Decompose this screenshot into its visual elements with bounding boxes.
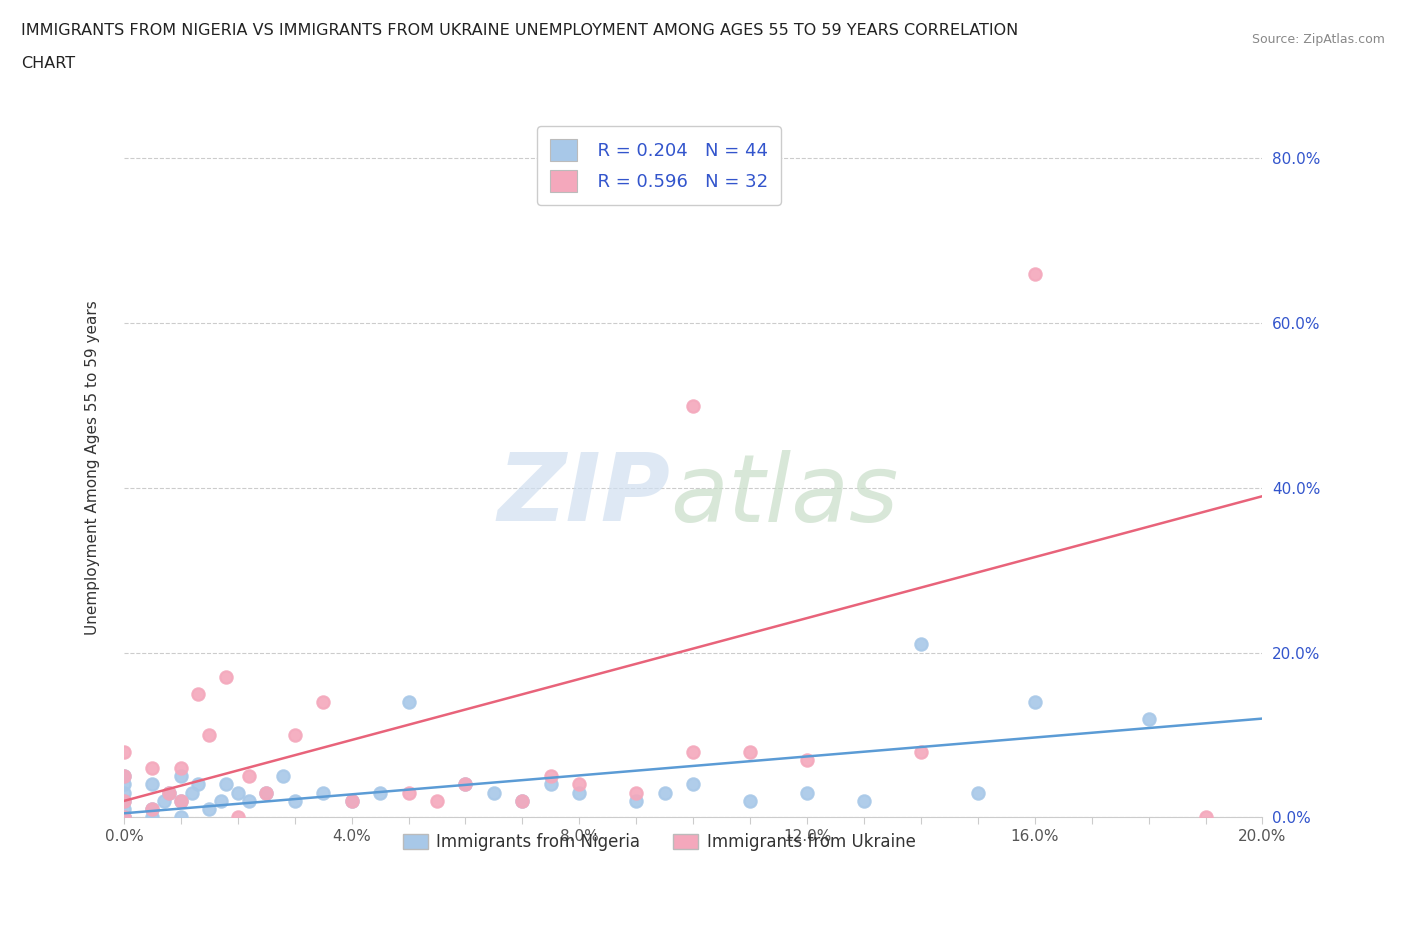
Point [398,785,420,800]
Point [568,785,591,800]
Point [284,793,307,808]
Point [226,810,249,825]
Point [112,810,135,825]
Point [796,785,818,800]
Point [254,785,277,800]
Point [226,785,249,800]
Point [454,777,477,792]
Point [112,769,135,784]
Point [568,777,591,792]
Point [112,793,135,808]
Point [312,785,335,800]
Text: Source: ZipAtlas.com: Source: ZipAtlas.com [1251,33,1385,46]
Point [540,769,562,784]
Point [141,761,163,776]
Point [1137,711,1160,726]
Point [910,637,932,652]
Point [682,398,704,413]
Point [626,793,648,808]
Point [170,793,193,808]
Point [112,802,135,817]
Point [852,793,875,808]
Point [1024,266,1046,281]
Point [482,785,505,800]
Point [796,752,818,767]
Point [215,777,238,792]
Point [181,785,204,800]
Point [112,810,135,825]
Point [238,793,260,808]
Legend: Immigrants from Nigeria, Immigrants from Ukraine: Immigrants from Nigeria, Immigrants from… [396,827,922,858]
Point [170,793,193,808]
Point [112,769,135,784]
Point [198,802,221,817]
Point [209,793,232,808]
Point [284,727,307,742]
Point [141,810,163,825]
Point [112,810,135,825]
Point [626,785,648,800]
Point [966,785,988,800]
Point [170,769,193,784]
Point [340,793,363,808]
Point [112,744,135,759]
Point [187,686,209,701]
Text: CHART: CHART [21,56,75,71]
Point [512,793,534,808]
Point [159,785,181,800]
Point [910,744,932,759]
Y-axis label: Unemployment Among Ages 55 to 59 years: Unemployment Among Ages 55 to 59 years [86,300,100,635]
Point [141,802,163,817]
Point [1024,695,1046,710]
Text: IMMIGRANTS FROM NIGERIA VS IMMIGRANTS FROM UKRAINE UNEMPLOYMENT AMONG AGES 55 TO: IMMIGRANTS FROM NIGERIA VS IMMIGRANTS FR… [21,23,1018,38]
Point [198,727,221,742]
Point [170,761,193,776]
Point [112,793,135,808]
Point [141,802,163,817]
Point [398,695,420,710]
Point [159,785,181,800]
Point [340,793,363,808]
Point [740,793,762,808]
Point [312,695,335,710]
Point [170,810,193,825]
Point [141,777,163,792]
Text: atlas: atlas [671,450,898,541]
Point [238,769,260,784]
Point [682,777,704,792]
Point [368,785,391,800]
Point [152,793,174,808]
Point [682,744,704,759]
Point [273,769,295,784]
Point [540,777,562,792]
Point [512,793,534,808]
Point [187,777,209,792]
Text: ZIP: ZIP [498,449,671,541]
Point [112,777,135,792]
Point [740,744,762,759]
Point [654,785,676,800]
Point [426,793,449,808]
Point [112,785,135,800]
Point [1194,810,1216,825]
Point [215,670,238,684]
Point [454,777,477,792]
Point [254,785,277,800]
